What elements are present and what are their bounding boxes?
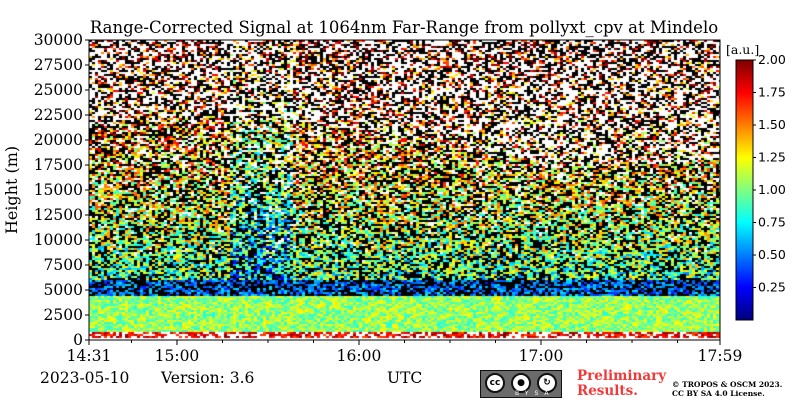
colorbar-tick-label: 0.25 bbox=[758, 280, 786, 295]
footer-version: Version: 3.6 bbox=[161, 369, 255, 387]
colorbar-tick-label: 1.50 bbox=[758, 117, 786, 132]
copyright-note: © TROPOS & OSCM 2023. CC BY SA 4.0 Licen… bbox=[672, 380, 782, 398]
y-tick-label: 15000 bbox=[34, 181, 83, 199]
preliminary-note: Preliminary Results. bbox=[577, 369, 666, 399]
cc-license-icon: cc ● ↻ BYSA bbox=[480, 370, 562, 398]
x-tick-label: 17:59 bbox=[698, 347, 743, 365]
chart-title: Range-Corrected Signal at 1064nm Far-Ran… bbox=[90, 18, 718, 37]
copyright-line2: CC BY SA 4.0 License. bbox=[672, 389, 765, 398]
footer-date: 2023-05-10 bbox=[40, 369, 130, 387]
y-tick-label: 27500 bbox=[34, 56, 83, 74]
colorbar-ticks: 0.25 0.50 0.75 1.00 1.25 1.50 1.75 2.00 bbox=[753, 52, 786, 295]
y-tick-label: 17500 bbox=[34, 156, 83, 174]
y-tick-label: 0 bbox=[73, 331, 83, 349]
colorbar-tick-label: 0.50 bbox=[758, 247, 786, 262]
badge-sa-label: SA bbox=[534, 390, 555, 397]
by-person-icon: ● bbox=[511, 373, 531, 393]
x-axis-unit: UTC bbox=[387, 369, 423, 387]
x-tick-label: 17:00 bbox=[519, 347, 564, 365]
preliminary-line2: Results. bbox=[577, 383, 638, 399]
colorbar-tick-label: 0.75 bbox=[758, 215, 786, 230]
colorbar-tick-label: 1.25 bbox=[758, 150, 786, 165]
x-tick-label: 16:00 bbox=[337, 347, 382, 365]
y-tick-label: 2500 bbox=[44, 306, 83, 324]
y-tick-label: 20000 bbox=[34, 131, 83, 149]
y-tick-label: 25000 bbox=[34, 81, 83, 99]
y-tick-label: 12500 bbox=[34, 206, 83, 224]
cc-icon: cc bbox=[485, 373, 505, 393]
x-tick-label: 15:00 bbox=[155, 347, 200, 365]
preliminary-line1: Preliminary bbox=[577, 368, 667, 384]
colorbar bbox=[736, 60, 753, 320]
colorbar-unit: [a.u.] bbox=[726, 42, 759, 57]
y-tick-label: 7500 bbox=[44, 256, 83, 274]
y-tick-label: 22500 bbox=[34, 106, 83, 124]
x-axis: 14:31 15:00 16:00 17:00 17:59 bbox=[67, 340, 743, 365]
x-tick-label: 14:31 bbox=[67, 347, 112, 365]
colorbar-tick-label: 1.00 bbox=[758, 182, 786, 197]
y-axis: 0 2500 5000 7500 10000 12500 15000 17500 20000 22… bbox=[34, 31, 89, 349]
y-axis-label: Height (m) bbox=[2, 146, 21, 234]
signal-heatmap bbox=[89, 40, 720, 340]
colorbar-tick-label: 2.00 bbox=[758, 52, 786, 67]
y-tick-label: 10000 bbox=[34, 231, 83, 249]
colorbar-tick-label: 1.75 bbox=[758, 85, 786, 100]
sa-icon: ↻ bbox=[537, 373, 557, 393]
copyright-line1: © TROPOS & OSCM 2023. bbox=[672, 380, 783, 389]
y-tick-label: 5000 bbox=[44, 281, 83, 299]
y-tick-label: 30000 bbox=[34, 31, 83, 49]
badge-by-label: BY bbox=[515, 390, 535, 397]
